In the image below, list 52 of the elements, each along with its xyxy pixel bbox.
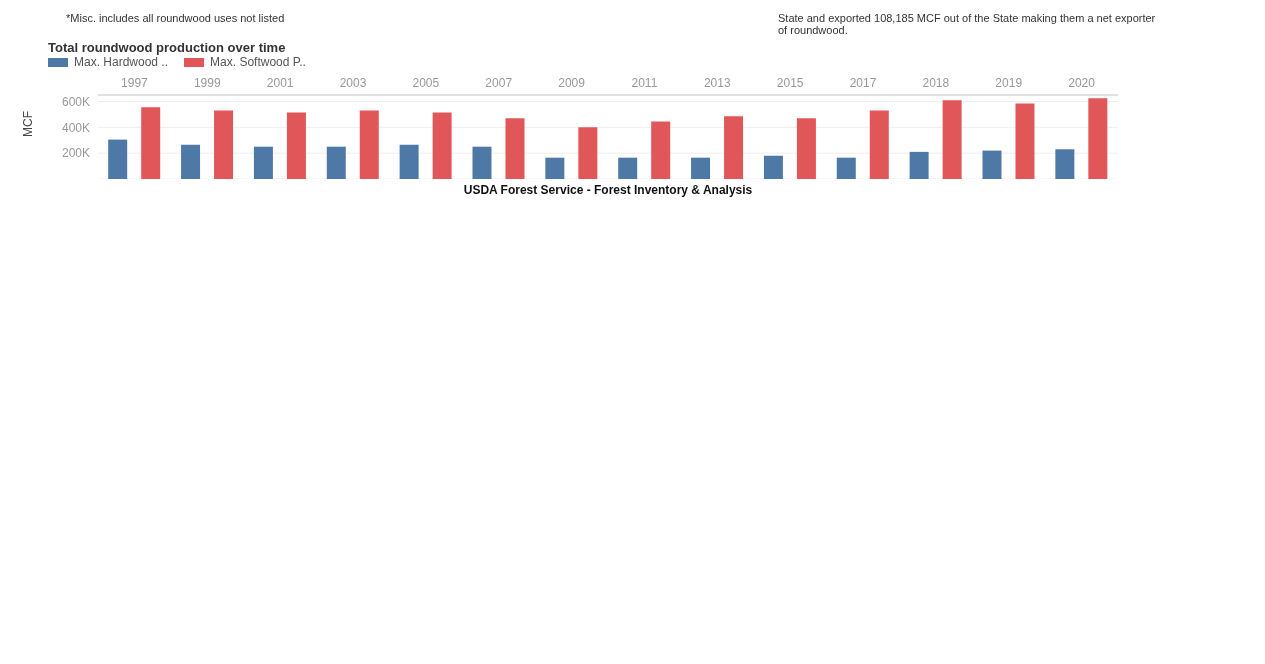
bar [214,110,234,179]
legend-label: Max. Softwood P.. [210,55,306,69]
bar [651,121,671,179]
bar [869,110,889,179]
bar [796,118,816,179]
bar [253,146,273,179]
bar [836,157,856,179]
bar [545,157,565,179]
bar [618,157,638,179]
bar [181,144,201,179]
bar [909,151,929,179]
bar [326,146,346,179]
bar [763,155,783,179]
x-tick-label: 2018 [922,76,950,90]
bar [691,157,711,179]
y-tick-label: 400K [61,120,90,135]
bar [286,112,306,179]
bar [1015,103,1035,179]
bar [505,118,525,179]
x-tick-label: 2001 [266,76,294,90]
x-tick-label: 2019 [995,76,1023,90]
y-tick-label: 600K [61,94,90,109]
bar [942,100,962,179]
x-tick-label: 2017 [849,76,877,90]
text: *Misc. includes all roundwood uses not listed [66,12,285,26]
bar [1055,149,1075,179]
x-tick-label: 1999 [193,76,221,90]
bar [359,110,379,179]
bar [724,116,744,179]
text: USDA Forest Service - Forest Inventory & Analysis [462,183,754,197]
x-tick-label: 2015 [776,76,804,90]
x-tick-label: 2005 [412,76,440,90]
bar [141,107,161,179]
bar [982,150,1002,179]
x-tick-label: 2009 [558,76,586,90]
x-tick-label: 2007 [485,76,513,90]
y-tick-label: 200K [61,146,90,161]
x-tick-label: 1997 [121,76,149,90]
bar [472,146,492,179]
bar [399,144,419,179]
bar [1088,98,1108,179]
chart-title: Total roundwood production over time [48,40,287,55]
legend-label: Max. Hardwood .. [74,55,169,69]
x-tick-label: 2020 [1068,76,1096,90]
bar [108,139,128,179]
bar [432,112,452,179]
text: State and exported 108,185 MCF out of the State making them a net exporter of roundwood. [778,12,1157,36]
x-tick-label: 2011 [631,76,658,90]
bar [578,127,598,179]
y-axis-title: MCF [21,111,36,137]
x-tick-label: 2003 [339,76,367,90]
x-tick-label: 2013 [703,76,731,90]
